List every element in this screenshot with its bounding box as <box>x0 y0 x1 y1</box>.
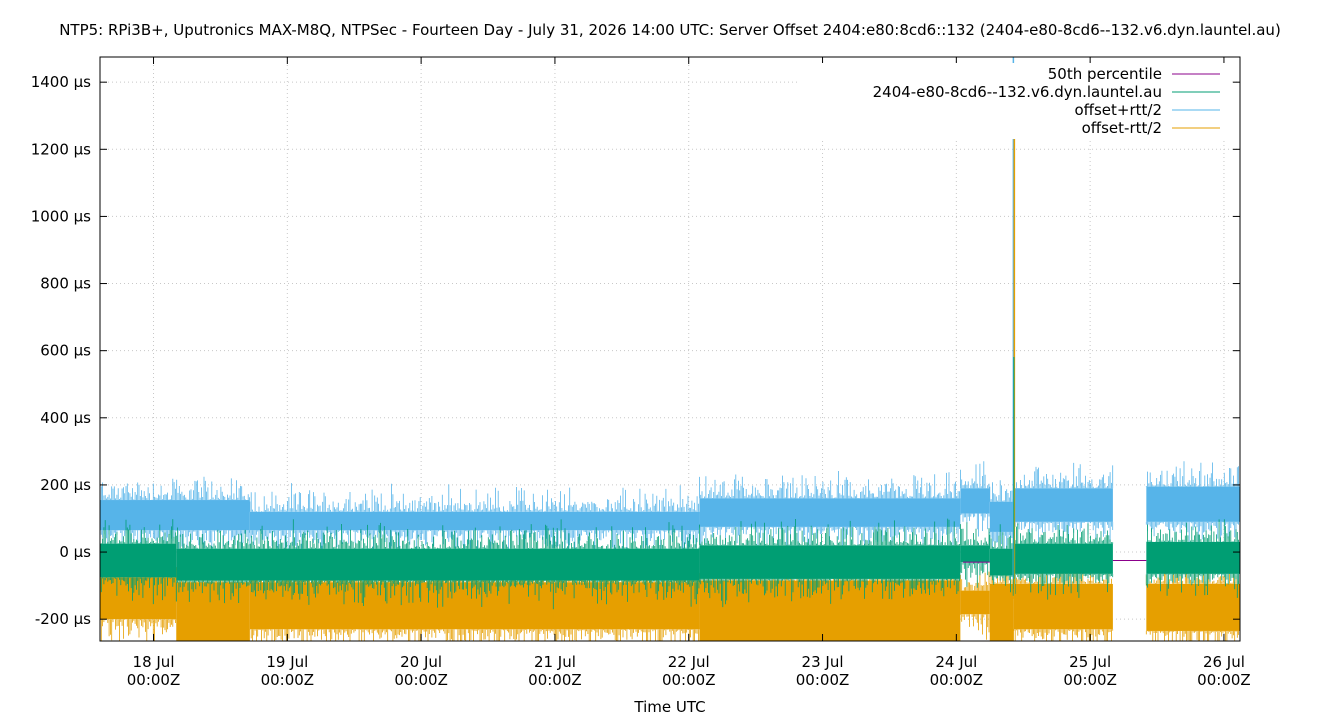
y-tick-label: 1000 µs <box>31 207 91 225</box>
x-tick-label: 18 Jul <box>133 653 175 671</box>
axes: -200 µs 0 µs 200 µs 400 µs 600 µs 800 µs 1000 … <box>31 56 1251 689</box>
y-tick-label: 200 µs <box>40 476 91 494</box>
x-tick-label: 20 Jul <box>400 653 442 671</box>
series-offset-rtt-2 <box>100 551 1240 641</box>
y-tick-label: 800 µs <box>40 275 91 293</box>
x-tick-label: 19 Jul <box>266 653 308 671</box>
band-segment <box>176 548 700 581</box>
band-segment <box>699 545 961 579</box>
legend-label: 50th percentile <box>1048 65 1162 83</box>
band-segment <box>1013 488 1113 522</box>
y-tick-label: 1400 µs <box>31 73 91 91</box>
band-segment <box>100 543 177 578</box>
x-tick-label: 23 Jul <box>802 653 844 671</box>
band-noise <box>249 483 699 557</box>
x-tick-label: 24 Jul <box>935 653 977 671</box>
x-tick-label: 22 Jul <box>668 653 710 671</box>
band-segment <box>960 488 990 514</box>
x-tick-label-time: 00:00Z <box>662 671 716 689</box>
band-segment <box>176 582 250 641</box>
x-tick-label-time: 00:00Z <box>1197 671 1251 689</box>
grid-lines <box>100 57 1240 641</box>
x-tick-label-time: 00:00Z <box>796 671 850 689</box>
band-segment <box>1146 541 1240 574</box>
band-segment <box>100 500 250 531</box>
band-segment <box>100 577 177 620</box>
band-segment <box>699 498 961 527</box>
band-segment <box>249 511 700 531</box>
legend-background <box>800 63 1230 139</box>
x-tick-label-time: 00:00Z <box>261 671 315 689</box>
y-tick-label: 600 µs <box>40 342 91 360</box>
chart-title: NTP5: RPi3B+, Uputronics MAX-M8Q, NTPSec… <box>59 21 1281 39</box>
band-segment <box>249 582 700 630</box>
band-segment <box>1013 543 1113 574</box>
band-segment <box>989 548 1014 576</box>
x-axis-label: Time UTC <box>633 698 705 716</box>
x-tick-label-time: 00:00Z <box>528 671 582 689</box>
band-noise <box>175 519 700 610</box>
legend-label: offset-rtt/2 <box>1082 119 1162 137</box>
plot-frame <box>99 56 1241 642</box>
y-tick-label: 0 µs <box>59 543 91 561</box>
x-tick-label-time: 00:00Z <box>127 671 181 689</box>
y-tick-label: 400 µs <box>40 409 91 427</box>
band-segment <box>1146 583 1240 631</box>
band-noise <box>699 518 960 608</box>
plot-area <box>100 57 1240 641</box>
band-segment <box>699 580 961 641</box>
legend-label: 2404-e80-8cd6--132.v6.dyn.launtel.au <box>873 83 1162 101</box>
band-segment <box>960 545 990 563</box>
x-tick-label-time: 00:00Z <box>1063 671 1117 689</box>
band-noise <box>960 461 990 537</box>
x-tick-label: 25 Jul <box>1069 653 1111 671</box>
band-segment <box>989 583 1014 641</box>
legend: 50th percentile2404-e80-8cd6--132.v6.dyn… <box>800 63 1230 139</box>
x-tick-label: 21 Jul <box>534 653 576 671</box>
band-noise <box>960 566 990 640</box>
band-segment <box>1146 486 1240 522</box>
band-noise <box>960 522 990 588</box>
y-tick-label: 1200 µs <box>31 140 91 158</box>
band-segment <box>960 590 990 615</box>
band-segment <box>989 501 1014 532</box>
x-tick-label: 26 Jul <box>1203 653 1245 671</box>
legend-label: offset+rtt/2 <box>1074 101 1162 119</box>
x-tick-label-time: 00:00Z <box>930 671 984 689</box>
series-offset-rtt-2 <box>100 461 1240 557</box>
x-tick-label-time: 00:00Z <box>394 671 448 689</box>
series-2404-e80-8cd6-132-v6-dyn-launtel-au <box>100 518 1240 610</box>
band-noise <box>989 524 1014 596</box>
band-noise <box>100 519 176 605</box>
y-tick-label: -200 µs <box>35 610 91 628</box>
